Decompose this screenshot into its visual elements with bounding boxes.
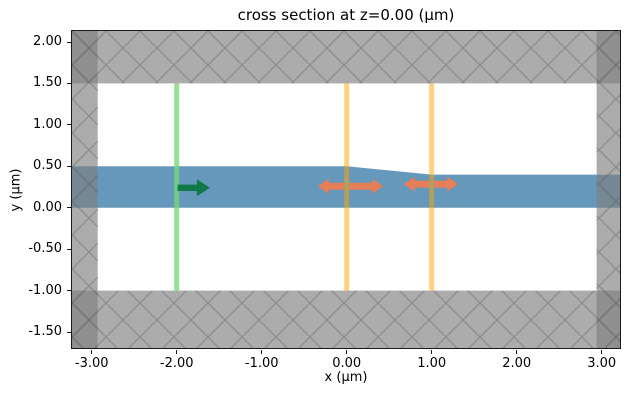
y-tick-label: -0.50 [28,241,62,257]
y-tick-label: 0.50 [33,158,62,174]
monitor-arrow-1-right [349,178,384,194]
source-line [174,83,180,291]
chart-title: cross section at z=0.00 (μm) [237,6,455,24]
x-tick-label: 3.00 [587,356,617,371]
y-tick [67,41,71,43]
monitor-line-1 [344,83,350,291]
y-tick [67,124,71,126]
pml-top-hatch [72,31,620,84]
y-tick [67,248,71,250]
x-tick [346,350,348,354]
y-axis-label: y (μm) [8,168,24,212]
y-tick-label: 2.00 [33,34,62,50]
pml-bottom-hatch [72,290,620,348]
x-tick-label: 2.00 [502,356,532,371]
y-tick-label: 0.00 [33,199,62,215]
x-tick [516,350,518,354]
y-tick [67,290,71,292]
pml-right-hatch [596,31,620,348]
x-tick-label: 1.00 [417,356,447,371]
y-tick-label: -1.00 [28,282,62,298]
monitor-arrow-1-left [317,178,345,194]
x-tick-label: -3.00 [74,356,109,371]
x-axis-label: x (μm) [324,370,368,385]
x-tick [261,350,263,354]
y-tick-label: 1.50 [33,75,62,91]
x-tick [91,350,93,354]
x-tick-label: -1.00 [244,356,279,371]
y-tick-label: -1.50 [28,324,62,339]
x-tick-label: -2.00 [159,356,194,371]
pml-left-hatch [72,31,98,348]
plot-canvas [72,31,620,348]
x-tick [601,350,603,354]
source-arrow [177,179,210,197]
monitor-arrow-2-left [403,176,430,192]
x-tick [431,350,433,354]
monitor-arrow-2-right [434,176,459,192]
y-tick [67,207,71,209]
x-tick-label: 0.00 [332,356,362,371]
y-tick-label: 1.00 [33,116,62,132]
y-tick [67,82,71,84]
y-tick [67,165,71,167]
monitor-line-2 [429,83,435,291]
plot-area [71,30,621,349]
y-tick [67,331,71,333]
x-tick [176,350,178,354]
